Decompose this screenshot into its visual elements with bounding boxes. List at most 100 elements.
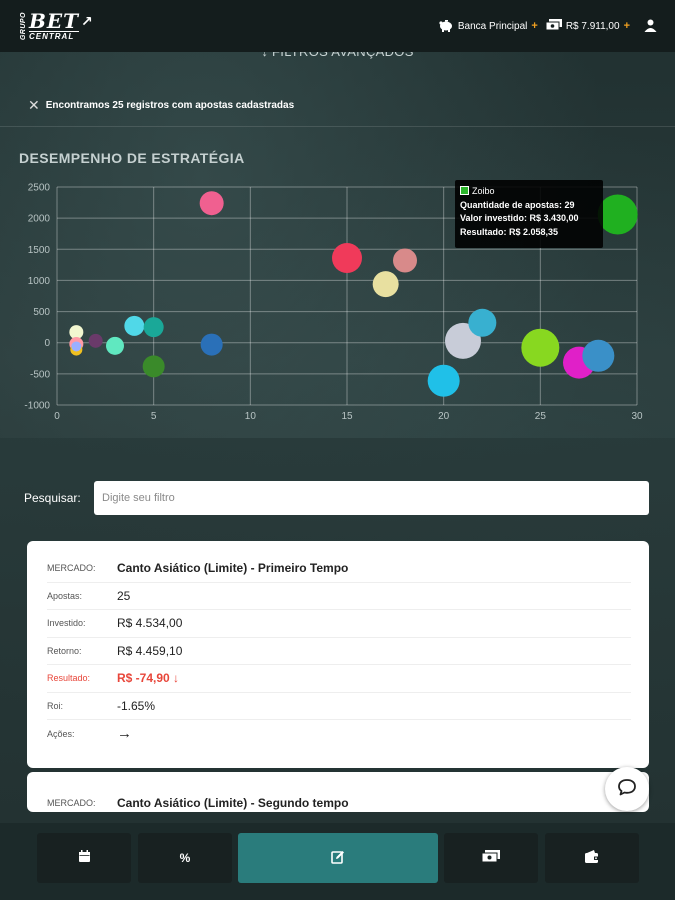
- tooltip-bets: Quantidade de apostas: 29: [460, 199, 575, 210]
- balance-plus-icon: +: [623, 20, 630, 32]
- bets-value: 25: [117, 588, 131, 603]
- return-row: Retorno: R$ 4.459,10: [47, 638, 631, 665]
- bets-label: Apostas:: [47, 590, 83, 601]
- return-label: Retorno:: [47, 645, 82, 656]
- data-point[interactable]: [521, 328, 560, 367]
- logo-arrow-icon: ↗: [81, 12, 93, 29]
- data-point[interactable]: [71, 341, 82, 352]
- logo[interactable]: GRUPO BET CENTRAL ↗: [20, 11, 93, 41]
- arrow-down-icon: ↓: [173, 671, 180, 686]
- strategy-scatter-chart[interactable]: 0 5 10 15 20 25 30 -1000 -500 0 500 1000 1500 2000 250…: [0, 176, 675, 432]
- percent-icon: %: [179, 851, 191, 865]
- bets-row: Apostas: 25: [47, 583, 631, 610]
- x-tick-label: 5: [151, 411, 157, 422]
- market-card: MERCADO: Canto Asiático (Limite) - Segun…: [27, 772, 649, 812]
- data-point[interactable]: [597, 194, 638, 235]
- nav-money[interactable]: [444, 833, 538, 883]
- header-actions: Banca Principal + R$ 7.911,00 +: [438, 19, 657, 34]
- y-tick-label: 1500: [28, 245, 51, 256]
- x-tick-label: 25: [535, 411, 547, 422]
- data-point[interactable]: [372, 271, 399, 298]
- calendar-icon: [78, 850, 91, 866]
- data-point[interactable]: [142, 355, 165, 378]
- y-tick-label: 0: [44, 338, 50, 349]
- market-label: MERCADO:: [47, 798, 96, 808]
- x-tick-label: 0: [54, 411, 60, 422]
- x-tick-label: 20: [438, 411, 450, 422]
- logo-central-text: CENTRAL: [29, 31, 80, 41]
- search-row: Pesquisar:: [24, 481, 649, 515]
- search-input[interactable]: [94, 481, 649, 515]
- search-label: Pesquisar:: [24, 491, 81, 505]
- data-point[interactable]: [88, 333, 103, 348]
- bank-selector[interactable]: Banca Principal +: [438, 19, 538, 34]
- nav-percent[interactable]: %: [138, 833, 232, 883]
- data-point[interactable]: [582, 339, 615, 372]
- return-value: R$ 4.459,10: [117, 643, 183, 658]
- y-tick-label: 1000: [28, 276, 51, 287]
- result-label: Resultado:: [47, 673, 91, 684]
- logo-small-text: GRUPO: [20, 11, 27, 41]
- edit-icon: [331, 850, 345, 867]
- results-notice-text: Encontramos 25 registros com apostas cad…: [45, 100, 295, 111]
- tooltip-result: Resultado: R$ 2.058,35: [460, 226, 559, 237]
- nav-calendar[interactable]: [37, 833, 131, 883]
- x-tick-label: 30: [631, 411, 643, 422]
- invested-label: Investido:: [47, 618, 86, 629]
- data-point[interactable]: [427, 364, 460, 397]
- money-icon: [545, 19, 562, 33]
- chat-bubble-icon: [617, 778, 637, 801]
- data-point[interactable]: [143, 317, 164, 338]
- data-point[interactable]: [468, 308, 497, 337]
- close-icon[interactable]: ✕: [28, 97, 40, 113]
- divider: [0, 126, 675, 127]
- invested-row: Investido: R$ 4.534,00: [47, 610, 631, 638]
- bank-label: Banca Principal: [457, 20, 528, 32]
- y-tick-label: 2000: [28, 214, 51, 225]
- data-point[interactable]: [124, 315, 145, 336]
- arrow-right-icon[interactable]: →: [117, 725, 132, 743]
- data-point[interactable]: [199, 191, 224, 216]
- result-value: R$ -74,90 ↓: [117, 671, 180, 686]
- money-exchange-icon: [481, 850, 500, 866]
- y-tick-label: 500: [33, 307, 50, 318]
- actions-row: Ações: →: [47, 720, 631, 748]
- piggy-bank-icon: [438, 19, 454, 34]
- y-tick-label: 2500: [28, 183, 51, 194]
- chart-tooltip: Zoibo Quantidade de apostas: 29 Valor in…: [455, 180, 603, 248]
- chart-title: DESEMPENHO DE ESTRATÉGIA: [19, 150, 245, 166]
- invested-value: R$ 4.534,00: [117, 616, 183, 631]
- chat-button[interactable]: [605, 767, 649, 811]
- x-tick-label: 15: [341, 411, 353, 422]
- data-point[interactable]: [332, 243, 362, 274]
- y-tick-label: -1000: [24, 401, 50, 412]
- bank-plus-icon: +: [531, 20, 538, 32]
- data-point[interactable]: [106, 336, 124, 355]
- market-value: Canto Asiático (Limite) - Primeiro Tempo: [117, 561, 349, 576]
- wallet-icon: [584, 850, 600, 866]
- top-bar: GRUPO BET CENTRAL ↗ Banca Principal + R$…: [0, 0, 675, 52]
- logo-main: BET CENTRAL: [29, 9, 80, 41]
- y-tick-label: -500: [30, 369, 50, 380]
- roi-row: Roi: -1.65%: [47, 693, 631, 720]
- result-row: Resultado: R$ -74,90 ↓: [47, 665, 631, 693]
- balance-value: R$ 7.911,00: [565, 20, 620, 32]
- market-row: MERCADO: Canto Asiático (Limite) - Prime…: [47, 555, 631, 583]
- nav-edit[interactable]: [238, 833, 438, 883]
- results-notice: ✕ Encontramos 25 registros com apostas c…: [28, 97, 294, 114]
- market-card: MERCADO: Canto Asiático (Limite) - Prime…: [27, 541, 649, 768]
- data-point[interactable]: [69, 325, 84, 340]
- actions-label: Ações:: [47, 728, 75, 739]
- data-point[interactable]: [200, 333, 223, 356]
- x-tick-label: 10: [245, 411, 257, 422]
- bottom-nav: %: [0, 823, 675, 900]
- nav-wallet[interactable]: [545, 833, 639, 883]
- logo-bet-text: BET: [29, 9, 80, 33]
- user-icon[interactable]: [644, 19, 657, 34]
- balance-display[interactable]: R$ 7.911,00 +: [545, 19, 630, 33]
- roi-value: -1.65%: [117, 698, 156, 713]
- market-label: MERCADO:: [47, 563, 96, 574]
- tooltip-series: Zoibo: [460, 185, 598, 199]
- tooltip-invested: Valor investido: R$ 3.430,00: [460, 213, 579, 223]
- data-point[interactable]: [393, 248, 417, 273]
